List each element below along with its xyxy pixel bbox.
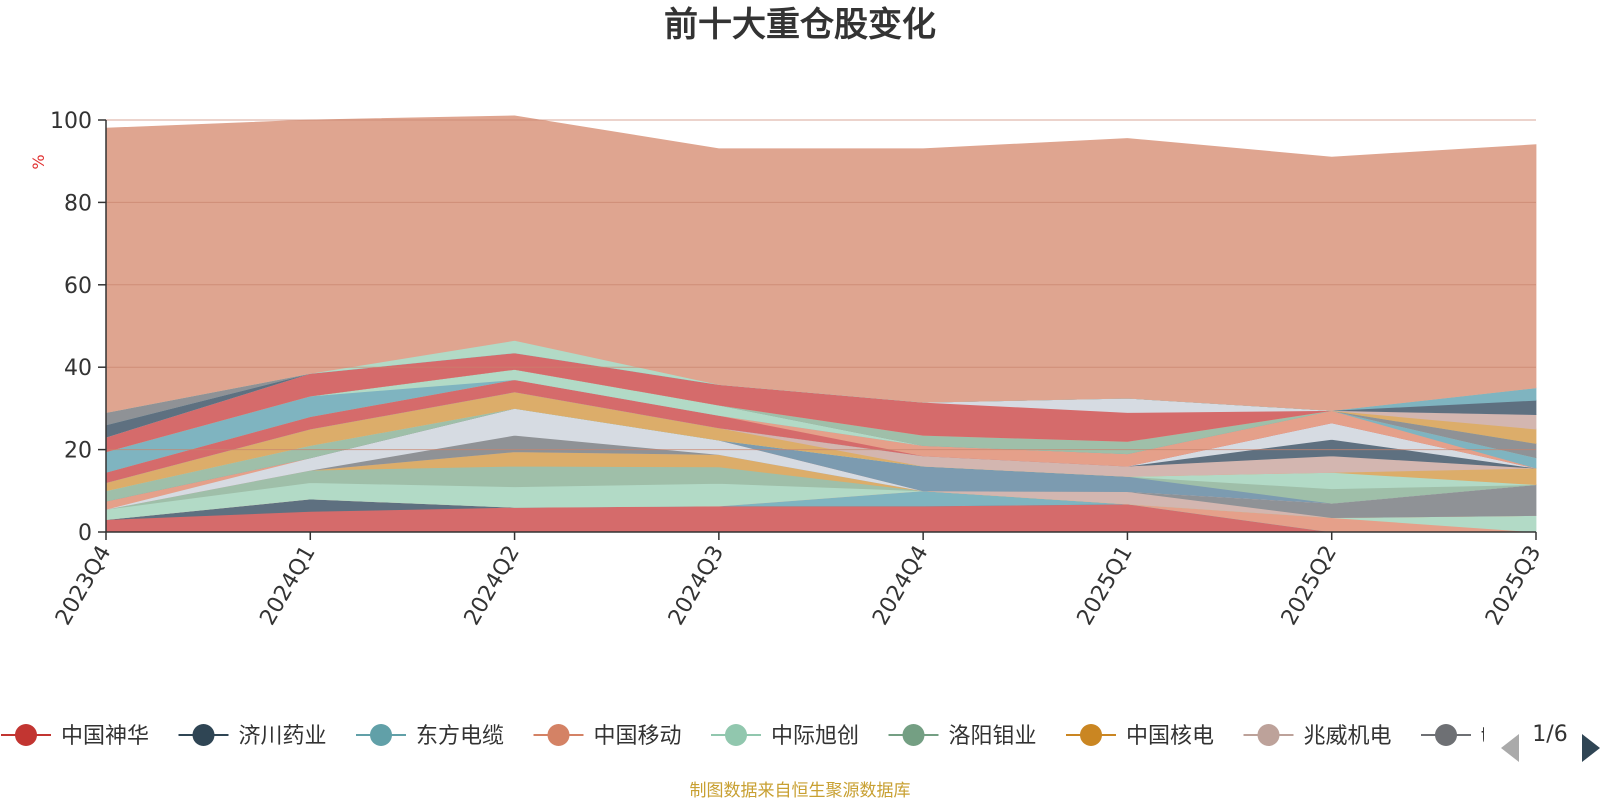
legend-marker-icon [547, 724, 570, 746]
grid-lines [106, 119, 1536, 451]
legend-marker-icon [192, 724, 215, 746]
legend-item-7[interactable]: 兆威机电 [1243, 724, 1392, 749]
y-tick-label-40: 40 [64, 356, 92, 381]
series-areas [105, 115, 1537, 533]
legend-item-8[interactable]: t [1421, 724, 1490, 749]
legend-item-4[interactable]: 中际旭创 [711, 724, 859, 749]
legend-prev-page-icon[interactable] [1501, 734, 1519, 762]
legend-marker-icon [1080, 724, 1102, 746]
legend-label: 中国核电 [1126, 724, 1214, 749]
legend-label: 中国移动 [594, 724, 682, 749]
legend-label: 中际旭创 [771, 724, 859, 749]
x-tick-label-2024Q4: 2024Q4 [868, 542, 933, 630]
legend-page-indicator: 1/6 [1532, 722, 1567, 747]
legend-label: 洛阳钼业 [949, 724, 1037, 749]
y-tick-label-60: 60 [64, 274, 92, 299]
legend-item-3[interactable]: 中国移动 [533, 724, 682, 749]
x-tick-label-2024Q1: 2024Q1 [255, 542, 320, 630]
legend-item-1[interactable]: 济川药业 [178, 724, 327, 749]
x-tick-label-2025Q2: 2025Q2 [1277, 542, 1342, 630]
legend-marker-icon [15, 724, 37, 746]
x-tick-label-2025Q1: 2025Q1 [1073, 542, 1138, 630]
legend-marker-icon [902, 724, 925, 746]
legend-marker-icon [1435, 724, 1457, 746]
legend-marker-icon [725, 724, 747, 746]
legend-item-2[interactable]: 东方电缆 [356, 724, 504, 749]
y-tick-label-80: 80 [64, 191, 92, 216]
legend-item-5[interactable]: 洛阳钼业 [888, 724, 1037, 749]
legend-pager: 1/6 [1501, 722, 1600, 762]
legend-label: t [1481, 724, 1490, 749]
x-tick-label-2024Q2: 2024Q2 [460, 542, 525, 630]
legend-marker-icon [370, 724, 392, 746]
y-tick-label-20: 20 [64, 439, 92, 464]
legend-label: 东方电缆 [416, 724, 504, 749]
y-axis-ticks: 0 20 40 60 80 100 [50, 109, 106, 546]
y-tick-label-100: 100 [50, 109, 92, 134]
legend-marker-icon [1257, 724, 1280, 746]
y-tick-label-0: 0 [78, 521, 92, 546]
x-tick-label-2025Q3: 2025Q3 [1481, 542, 1546, 630]
x-axis-ticks: 2023Q4 2024Q1 2024Q2 2024Q3 2024Q4 2025Q1 2025… [51, 532, 1546, 630]
legend: 中国神华 济川药业 东方电缆 中国移动 中际旭创 洛阳钼业 中国核电 兆威机电 t 1/6 [1, 722, 1600, 762]
y-axis-unit: % [29, 154, 48, 169]
legend-item-0[interactable]: 中国神华 [1, 724, 149, 749]
area-series-32 [105, 115, 1537, 413]
legend-label: 中国神华 [61, 724, 149, 749]
legend-label: 济川药业 [239, 724, 327, 749]
data-source-note: 制图数据来自恒生聚源数据库 [690, 781, 911, 800]
axes [105, 120, 1536, 533]
legend-next-page-icon[interactable] [1582, 734, 1600, 762]
x-tick-label-2024Q3: 2024Q3 [664, 542, 729, 630]
x-tick-label-2023Q4: 2023Q4 [51, 542, 116, 630]
legend-item-6[interactable]: 中国核电 [1066, 724, 1214, 749]
legend-label: 兆威机电 [1304, 724, 1392, 749]
chart-title: 前十大重仓股变化 [664, 5, 936, 45]
